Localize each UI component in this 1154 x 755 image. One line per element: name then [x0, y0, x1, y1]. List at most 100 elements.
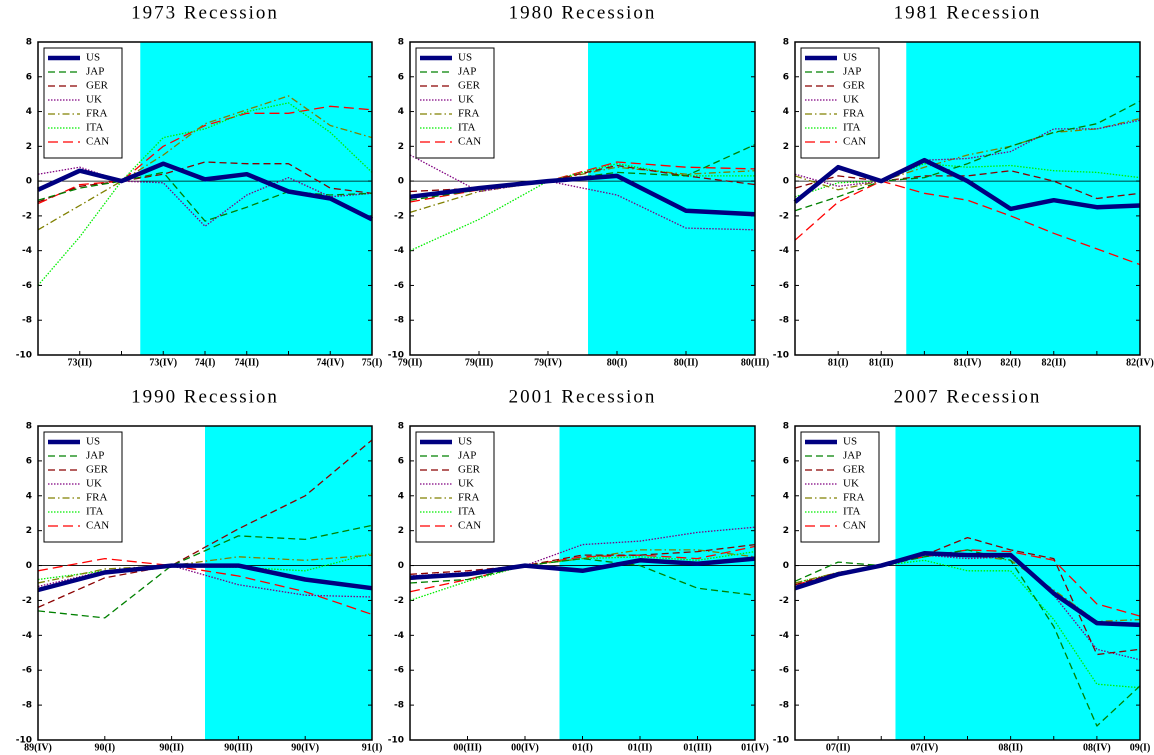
y-tick-label: 4 [783, 107, 789, 117]
series-line [794, 551, 1141, 628]
plot-frame [409, 425, 756, 741]
y-tick-label: -8 [779, 316, 789, 326]
x-tick-label: 89(IV) [24, 742, 52, 753]
legend-label: JAP [86, 66, 104, 78]
series-line [409, 166, 756, 214]
y-tick-label: -8 [394, 701, 404, 711]
series-line [37, 102, 373, 286]
legend-label: JAP [86, 450, 104, 462]
y-tick-label: 2 [398, 142, 404, 152]
legend-label: UK [458, 94, 474, 106]
series-line [409, 163, 755, 252]
y-tick-label: -4 [22, 631, 32, 641]
series-line [409, 154, 756, 231]
legend-label: US [458, 52, 472, 64]
panel-title: 1973 Recession [131, 2, 279, 23]
y-tick-label: 6 [398, 456, 404, 466]
x-tick-label: 80(II) [674, 357, 698, 368]
legend-label: CAN [458, 136, 481, 148]
y-tick-label: 8 [26, 422, 32, 432]
y-tick-label: -10 [773, 736, 789, 746]
legend-box [415, 47, 495, 159]
x-tick-label: 79(IV) [534, 357, 562, 368]
panel-title: 1980 Recession [509, 2, 657, 23]
x-tick-label: 73(IV) [149, 357, 177, 368]
y-tick-label: 8 [783, 38, 789, 48]
y-tick-label: 0 [783, 177, 789, 187]
y-tick-label: 4 [26, 107, 32, 117]
legend-label: US [86, 52, 100, 64]
legend-label: JAP [843, 450, 861, 462]
recession-shade [895, 426, 1140, 740]
legend-label: US [458, 436, 472, 448]
legend-label: GER [843, 80, 866, 92]
series-line [37, 552, 373, 581]
y-tick-label: 8 [783, 422, 789, 432]
x-tick-label: 90(IV) [291, 742, 319, 753]
y-tick-label: 2 [398, 526, 404, 536]
x-tick-label: 01(I) [572, 742, 593, 753]
series-line [409, 543, 756, 575]
y-tick-label: -4 [22, 246, 32, 256]
series-line [409, 161, 756, 203]
legend-box [43, 431, 123, 543]
y-tick-label: 8 [26, 38, 32, 48]
series-line [409, 173, 756, 217]
panel: 2001 Recession -10 -8 -6 -4 -2 0 2 4 6 8 00(III) 00(… [388, 386, 769, 753]
legend-label: ITA [86, 122, 104, 134]
series-line [37, 439, 373, 608]
legend-label: FRA [86, 108, 107, 120]
x-tick-label: 91(I) [362, 742, 383, 753]
y-tick-label: 6 [783, 456, 789, 466]
legend-label: ITA [458, 506, 476, 518]
y-tick-label: 0 [398, 561, 404, 571]
y-tick-label: -2 [22, 596, 32, 606]
series-line [37, 95, 373, 231]
y-tick-label: -4 [779, 246, 789, 256]
legend-label: GER [843, 464, 866, 476]
x-tick-label: 07(II) [826, 742, 850, 753]
y-tick-label: -2 [394, 596, 404, 606]
y-tick-label: 2 [26, 142, 32, 152]
panel-title: 1990 Recession [131, 386, 279, 407]
x-tick-label: 82(I) [1000, 357, 1021, 368]
y-tick-label: -6 [22, 281, 32, 291]
x-tick-label: 82(IV) [1126, 357, 1154, 368]
plot-frame [409, 41, 756, 356]
x-tick-label: 90(I) [95, 742, 116, 753]
series-line [37, 105, 373, 205]
legend-label: FRA [843, 492, 864, 504]
legend-label: US [86, 436, 100, 448]
y-tick-label: -2 [779, 596, 789, 606]
y-tick-label: -10 [16, 736, 32, 746]
y-tick-label: -8 [394, 316, 404, 326]
y-tick-label: 0 [783, 561, 789, 571]
y-tick-label: 4 [398, 107, 404, 117]
recession-shade [559, 426, 755, 740]
x-tick-label: 09(I) [1130, 742, 1151, 753]
panel: 2007 Recession -10 -8 -6 -4 -2 0 2 4 6 8 07(II) 07(I… [773, 386, 1151, 753]
y-tick-label: -4 [779, 631, 789, 641]
y-tick-label: -2 [779, 211, 789, 221]
legend-label: CAN [86, 520, 109, 532]
x-tick-label: 08(IV) [1083, 742, 1111, 753]
y-tick-label: 6 [398, 72, 404, 82]
y-tick-label: -10 [773, 351, 789, 361]
legend-label: GER [458, 464, 481, 476]
x-tick-label: 81(I) [828, 357, 849, 368]
y-tick-label: -8 [22, 701, 32, 711]
series-line [37, 554, 373, 584]
y-tick-label: 0 [26, 177, 32, 187]
series-line [794, 170, 1141, 200]
legend-label: GER [86, 464, 109, 476]
panel: 1990 Recession -10 -8 -6 -4 -2 0 2 4 6 8 89(IV) 90(I… [16, 386, 383, 753]
y-tick-label: -2 [22, 211, 32, 221]
series-line [793, 157, 1141, 212]
panel: 1980 Recession -10 -8 -6 -4 -2 0 2 4 6 8 79(II) 79(I… [388, 2, 769, 368]
y-tick-label: 4 [783, 491, 789, 501]
series-line [409, 550, 756, 602]
x-tick-label: 00(III) [453, 742, 481, 753]
series-line [794, 549, 1141, 617]
legend-label: CAN [86, 136, 109, 148]
